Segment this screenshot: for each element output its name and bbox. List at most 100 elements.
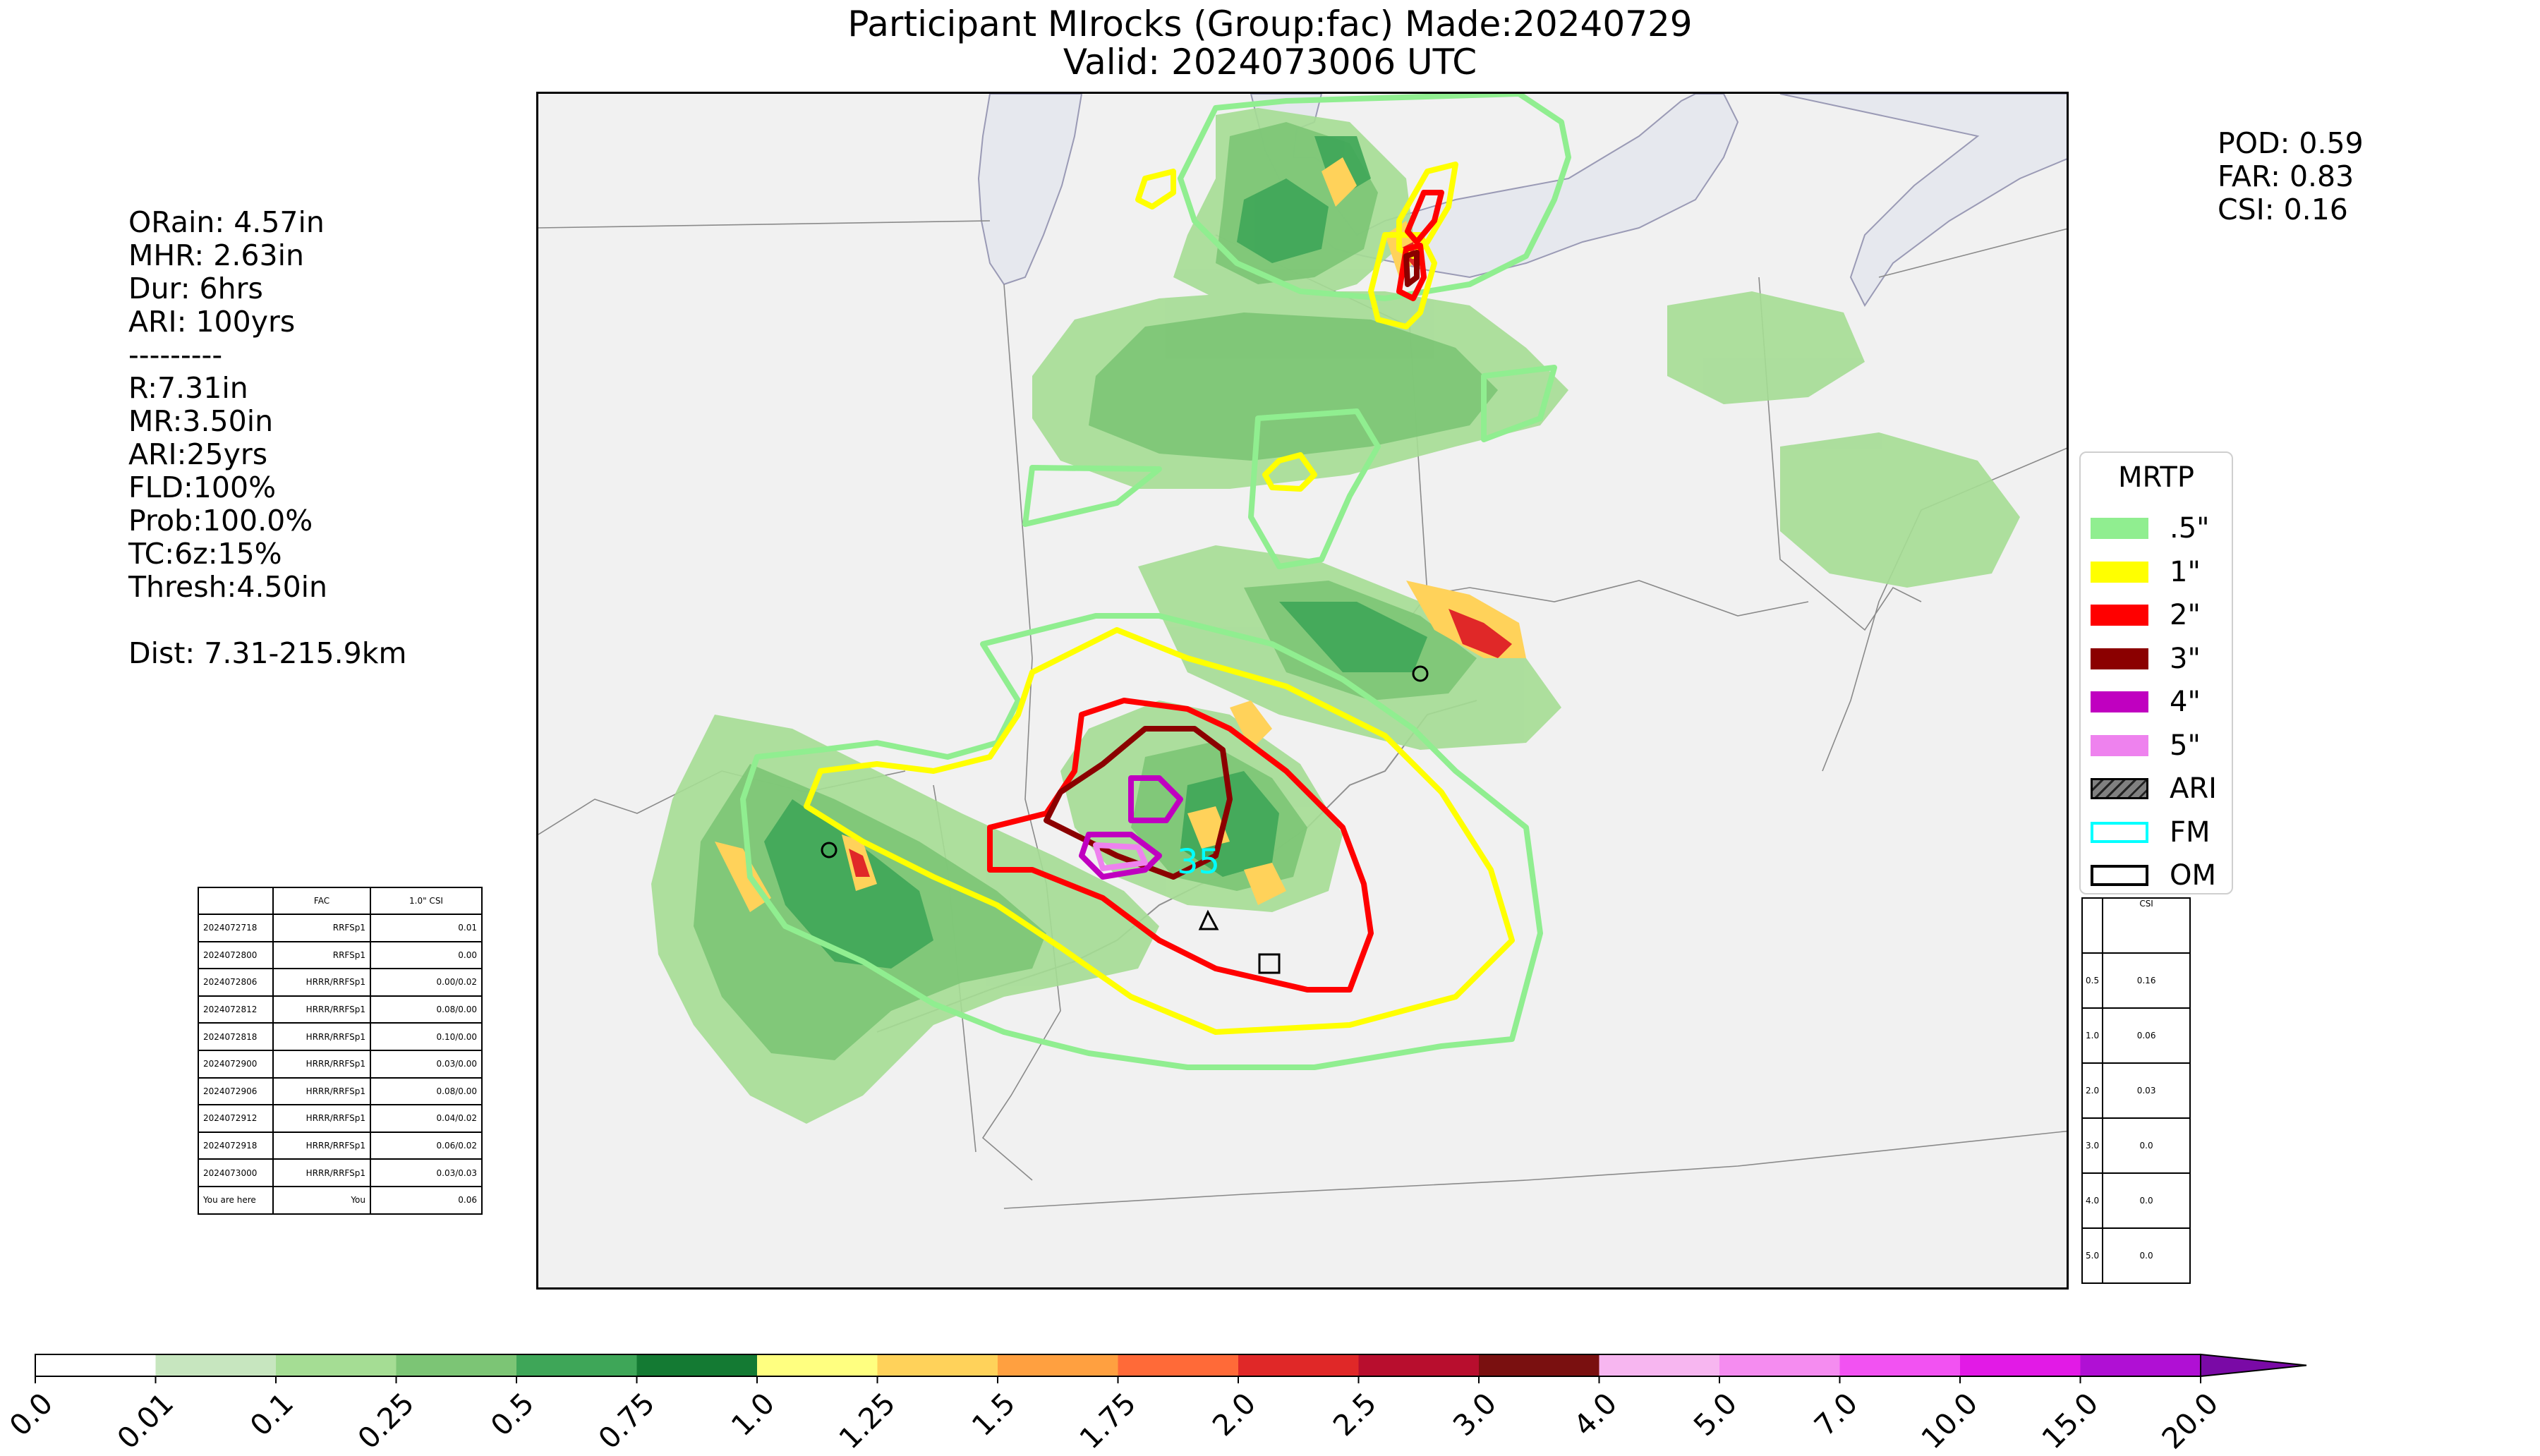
legend-swatch	[2091, 778, 2148, 799]
history-cell: HRRR/RRFSp1	[272, 1022, 371, 1051]
csi-threshold-table: CSI 0.5 0.16 1.0 0.06 2.0 0.03 3.0 0.0 4.0 0.0 5.0 0…	[2081, 897, 2191, 1284]
contour-1in	[1368, 232, 1437, 329]
csi-cell: 0.5	[2081, 952, 2104, 1009]
contour-0.5in	[1178, 94, 1571, 301]
csi-cell: 5.0	[2081, 1227, 2104, 1284]
rain-stats-panel: ORain: 4.57in MHR: 2.63in Dur: 6hrs ARI: 10…	[128, 206, 406, 670]
legend-label: 2"	[2170, 599, 2201, 631]
colorbar-segment	[1839, 1354, 1961, 1376]
history-cell: HRRR/RRFSp1	[272, 1131, 371, 1160]
table-row: 2.0 0.03	[2081, 1062, 2191, 1119]
legend-label: FM	[2170, 815, 2211, 849]
colorbar-svg	[35, 1353, 2307, 1383]
history-header-cell: 1.0" CSI	[370, 887, 483, 915]
contour-1in	[1135, 169, 1176, 210]
colorbar-segment	[1599, 1354, 1720, 1376]
stat-line: FLD:100%	[128, 471, 277, 504]
contour-0.5in	[1481, 365, 1557, 442]
colorbar-segment	[516, 1354, 637, 1376]
history-cell: 0.00/0.02	[370, 968, 483, 997]
lake-erie	[1779, 94, 2067, 307]
colorbar-segment	[1358, 1354, 1480, 1376]
history-cell: 2024072718	[198, 914, 274, 942]
table-row: 2024072900 HRRR/RRFSp1 0.03/0.00	[198, 1049, 483, 1079]
table-row: 2024072818 HRRR/RRFSp1 0.10/0.00	[198, 1022, 483, 1051]
history-header-cell	[198, 887, 274, 915]
csi-cell: 0.06	[2102, 1007, 2191, 1064]
verification-scores: POD: 0.59 FAR: 0.83 CSI: 0.16	[2218, 127, 2364, 226]
history-cell: 0.04/0.02	[370, 1104, 483, 1133]
stat-line: Dur: 6hrs	[128, 272, 263, 305]
colorbar-segment	[757, 1354, 878, 1376]
history-cell: 2024072818	[198, 1022, 274, 1051]
stat-line: TC:6z:15%	[128, 537, 282, 571]
table-row: 2024072806 HRRR/RRFSp1 0.00/0.02	[198, 968, 483, 997]
table-row: 5.0 0.0	[2081, 1227, 2191, 1284]
colorbar-segment	[2080, 1354, 2201, 1376]
ari-circle-icon	[1412, 665, 1429, 682]
map-valid-time: Valid: 2024073006 UTC	[1063, 42, 1477, 83]
stat-line: Prob:100.0%	[128, 504, 313, 538]
lake-michigan	[977, 94, 1083, 286]
state-borders	[538, 220, 2067, 1209]
legend-title: MRTP	[2118, 461, 2194, 494]
legend-swatch	[2091, 865, 2148, 886]
stat-line: Dist: 7.31-215.9km	[128, 636, 407, 670]
history-cell: 2024072918	[198, 1131, 274, 1160]
history-cell: 2024072906	[198, 1076, 274, 1106]
triangle-marker-icon	[1198, 909, 1219, 930]
contour-1in	[1262, 452, 1317, 492]
csi-cell: 0.0	[2102, 1227, 2191, 1284]
history-cell: HRRR/RRFSp1	[272, 968, 371, 997]
history-cell: 2024072806	[198, 968, 274, 997]
legend-label: 1"	[2170, 555, 2201, 588]
map-canvas: 35	[538, 94, 2067, 1209]
legend-label: .5"	[2170, 512, 2210, 545]
csi-cell: 0.0	[2102, 1117, 2191, 1174]
colorbar-segment	[35, 1354, 156, 1376]
table-row: 2024073000 HRRR/RRFSp1 0.03/0.03	[198, 1158, 483, 1187]
csi-cell: 0.0	[2102, 1172, 2191, 1229]
colorbar-segment	[155, 1354, 277, 1376]
contour-2in	[1405, 190, 1444, 245]
legend-swatch	[2091, 518, 2148, 539]
legend-label: ARI	[2170, 772, 2217, 805]
csi-header-cell	[2081, 897, 2104, 954]
history-cell: HRRR/RRFSp1	[272, 1158, 371, 1187]
contour-0.5in	[740, 613, 1543, 1070]
observation-markers: 35	[821, 665, 1429, 974]
history-cell: 2024073000	[198, 1158, 274, 1187]
history-cell: You are here	[198, 1185, 274, 1215]
table-row: 1.0 0.06	[2081, 1007, 2191, 1064]
contour-4in	[1079, 832, 1162, 880]
csi-cell: 1.0	[2081, 1007, 2104, 1064]
history-cell: 2024072912	[198, 1104, 274, 1133]
history-cell: HRRR/RRFSp1	[272, 995, 371, 1024]
table-row: 2024072918 HRRR/RRFSp1 0.06/0.02	[198, 1131, 483, 1160]
history-cell: RRFSp1	[272, 914, 371, 942]
history-cell: 0.01	[370, 914, 483, 942]
stat-line: MHR: 2.63in	[128, 238, 304, 272]
forecast-contours	[740, 94, 1571, 1070]
legend-swatch	[2091, 648, 2148, 669]
contour-2in	[1396, 243, 1427, 301]
stat-line: R:7.31in	[128, 371, 248, 405]
table-row: You are here You 0.06	[198, 1185, 483, 1215]
contour-3in	[1403, 250, 1420, 287]
contour-2in	[987, 698, 1374, 993]
history-cell: You	[272, 1185, 371, 1215]
colorbar-segment	[276, 1354, 397, 1376]
stat-line: ARI: 100yrs	[128, 305, 296, 339]
table-row: 2024072800 RRFSp1 0.00	[198, 940, 483, 970]
score-line: CSI: 0.16	[2218, 193, 2348, 226]
csi-cell: 2.0	[2081, 1062, 2104, 1119]
legend-label: 4"	[2170, 686, 2201, 718]
score-line: POD: 0.59	[2218, 126, 2364, 160]
history-cell: 0.03/0.03	[370, 1158, 483, 1187]
csi-header-cell: CSI	[2102, 897, 2191, 954]
legend-label: 5"	[2170, 729, 2201, 762]
om-square-icon	[1258, 953, 1281, 974]
colorbar-segment	[998, 1354, 1118, 1376]
csi-cell: 4.0	[2081, 1172, 2104, 1229]
stat-line: MR:3.50in	[128, 404, 274, 438]
